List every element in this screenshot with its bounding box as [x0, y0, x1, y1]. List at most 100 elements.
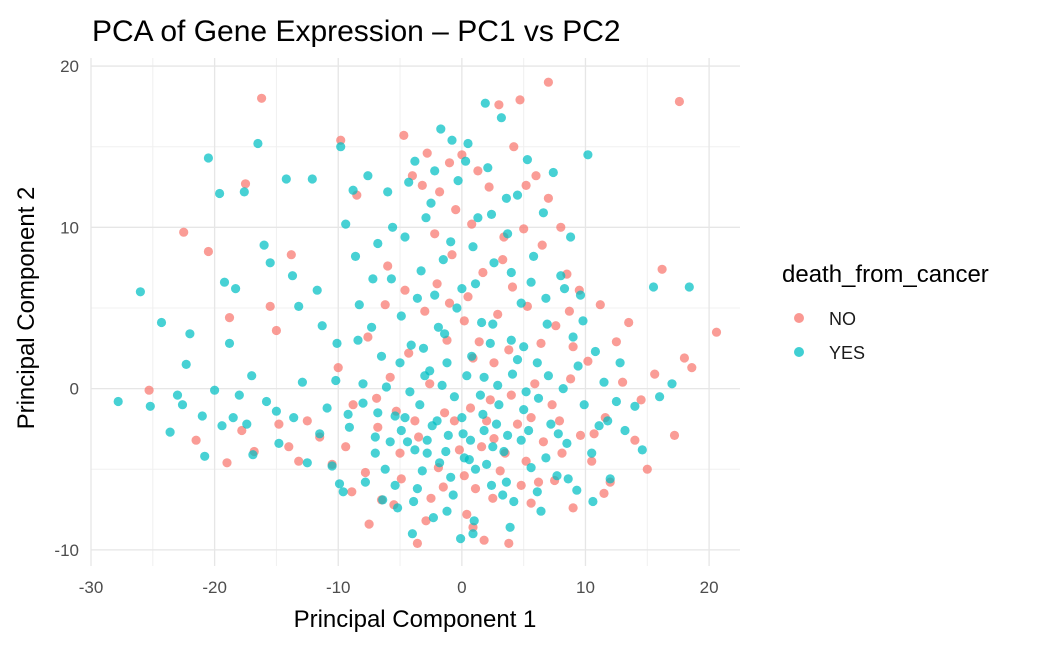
data-point-no: [485, 395, 495, 405]
data-point-no: [473, 166, 483, 176]
data-point-yes: [470, 464, 481, 474]
data-point-no: [385, 372, 395, 382]
data-point-yes: [400, 232, 410, 242]
data-point-yes: [594, 421, 604, 431]
data-point-no: [444, 158, 455, 168]
data-point-yes: [348, 185, 358, 195]
data-point-yes: [378, 495, 388, 505]
legend-label-yes: YES: [829, 343, 865, 363]
data-point-yes: [248, 450, 258, 460]
x-tick-label: -10: [326, 578, 351, 597]
data-point-yes: [430, 166, 440, 176]
data-point-no: [515, 95, 525, 105]
data-point-yes: [483, 163, 493, 173]
data-point-no: [421, 516, 431, 526]
data-point-yes: [503, 430, 513, 440]
data-point-no: [144, 385, 154, 395]
data-point-yes: [410, 445, 420, 455]
data-point-no: [224, 313, 235, 323]
data-point-no: [410, 416, 420, 426]
data-point-no: [462, 509, 472, 519]
data-point-yes: [297, 377, 307, 387]
data-point-yes: [386, 274, 396, 284]
data-point-yes: [488, 319, 498, 329]
data-point-yes: [210, 385, 220, 395]
data-point-yes: [353, 335, 363, 345]
data-point-no: [430, 229, 440, 239]
data-point-no: [449, 416, 459, 426]
data-point-yes: [479, 372, 489, 382]
data-point-no: [302, 416, 312, 426]
data-point-no: [557, 448, 567, 458]
data-point-no: [484, 182, 494, 192]
data-point-no: [551, 321, 561, 331]
data-point-no: [414, 432, 424, 442]
data-point-yes: [501, 477, 511, 487]
data-point-no: [538, 437, 549, 447]
data-point-yes: [113, 396, 123, 407]
legend-title: death_from_cancer: [782, 261, 989, 288]
data-point-yes: [526, 463, 536, 473]
data-point-yes: [526, 277, 536, 287]
data-point-yes: [579, 400, 589, 410]
legend-key-no: [794, 313, 804, 323]
data-point-no: [425, 379, 435, 389]
data-point-yes: [489, 258, 499, 268]
data-point-yes: [578, 316, 588, 326]
data-point-yes: [575, 290, 586, 300]
data-point-yes: [425, 366, 435, 376]
data-point-yes: [336, 142, 346, 152]
data-point-no: [459, 316, 469, 326]
data-point-yes: [486, 480, 497, 490]
data-point-no: [543, 77, 554, 87]
data-point-no: [271, 325, 281, 336]
data-point-yes: [548, 167, 558, 178]
data-point-yes: [412, 484, 422, 494]
data-point-yes: [533, 393, 544, 403]
data-point-no: [417, 180, 427, 190]
data-point-yes: [529, 251, 539, 261]
data-point-no: [459, 471, 469, 481]
data-point-yes: [363, 171, 373, 181]
data-point-yes: [281, 174, 291, 184]
data-point-yes: [317, 321, 327, 331]
data-point-no: [564, 306, 575, 316]
data-point-no: [463, 292, 473, 302]
data-point-yes: [327, 461, 337, 471]
data-point-yes: [461, 156, 471, 166]
data-point-yes: [522, 155, 533, 165]
data-point-yes: [433, 322, 443, 332]
data-point-no: [624, 317, 634, 328]
data-point-yes: [185, 329, 195, 339]
data-point-yes: [322, 403, 332, 413]
data-point-yes: [462, 371, 472, 381]
data-point-yes: [541, 293, 551, 303]
data-point-no: [341, 442, 351, 452]
data-point-yes: [358, 379, 368, 389]
data-point-no: [543, 193, 554, 203]
data-point-yes: [261, 396, 272, 407]
data-point-no: [420, 306, 430, 316]
data-point-yes: [393, 503, 403, 513]
data-point-yes: [563, 474, 573, 484]
data-point-yes: [344, 422, 354, 432]
data-point-no: [360, 467, 370, 478]
data-point-no: [274, 419, 284, 429]
data-point-yes: [247, 371, 257, 381]
data-point-no: [347, 487, 357, 497]
data-point-yes: [519, 405, 529, 415]
data-point-yes: [512, 355, 523, 365]
data-point-no: [440, 408, 450, 418]
data-point-no: [395, 448, 405, 458]
data-point-yes: [215, 188, 225, 199]
data-point-yes: [630, 401, 640, 411]
data-point-yes: [370, 448, 380, 458]
data-point-no: [333, 363, 343, 373]
x-tick-label: 0: [457, 578, 466, 597]
data-point-yes: [231, 284, 241, 294]
data-point-no: [537, 240, 547, 250]
data-point-yes: [599, 377, 609, 387]
data-point-yes: [506, 335, 516, 345]
data-point-yes: [442, 506, 452, 516]
data-point-yes: [200, 451, 210, 461]
